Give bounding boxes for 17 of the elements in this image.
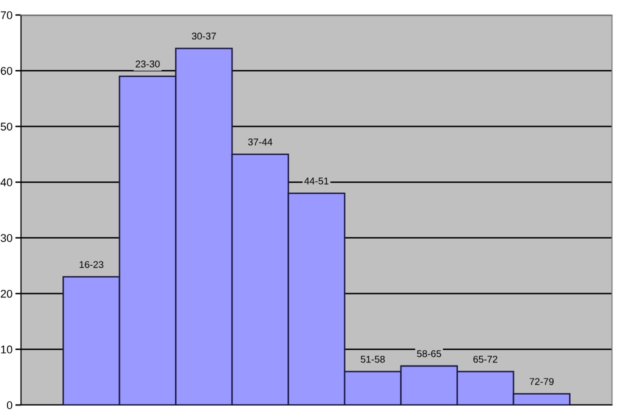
x-tick-label: 23-30 xyxy=(136,60,160,68)
y-tick-label: 70 xyxy=(0,11,12,20)
y-tick-label: 40 xyxy=(0,178,12,186)
x-tick-label: 58-65 xyxy=(417,350,442,358)
x-tick-label: 44-51 xyxy=(304,178,328,184)
y-tick-label: 20 xyxy=(0,290,12,298)
x-tick-label: 65-72 xyxy=(473,356,498,363)
x-tick-label: 16-23 xyxy=(80,261,104,268)
y-tick-label: 60 xyxy=(0,66,12,75)
y-tick-label: 0 xyxy=(6,401,12,410)
y-tick-label: 10 xyxy=(1,346,12,354)
x-tick-label: 72-79 xyxy=(530,378,554,385)
x-tick-label: 37-44 xyxy=(248,138,272,146)
y-tick-label: 30 xyxy=(0,234,12,242)
y-tick-label: 50 xyxy=(0,122,12,131)
x-tick-label: 30-37 xyxy=(192,32,216,40)
x-tick-label: 51-58 xyxy=(360,356,385,363)
